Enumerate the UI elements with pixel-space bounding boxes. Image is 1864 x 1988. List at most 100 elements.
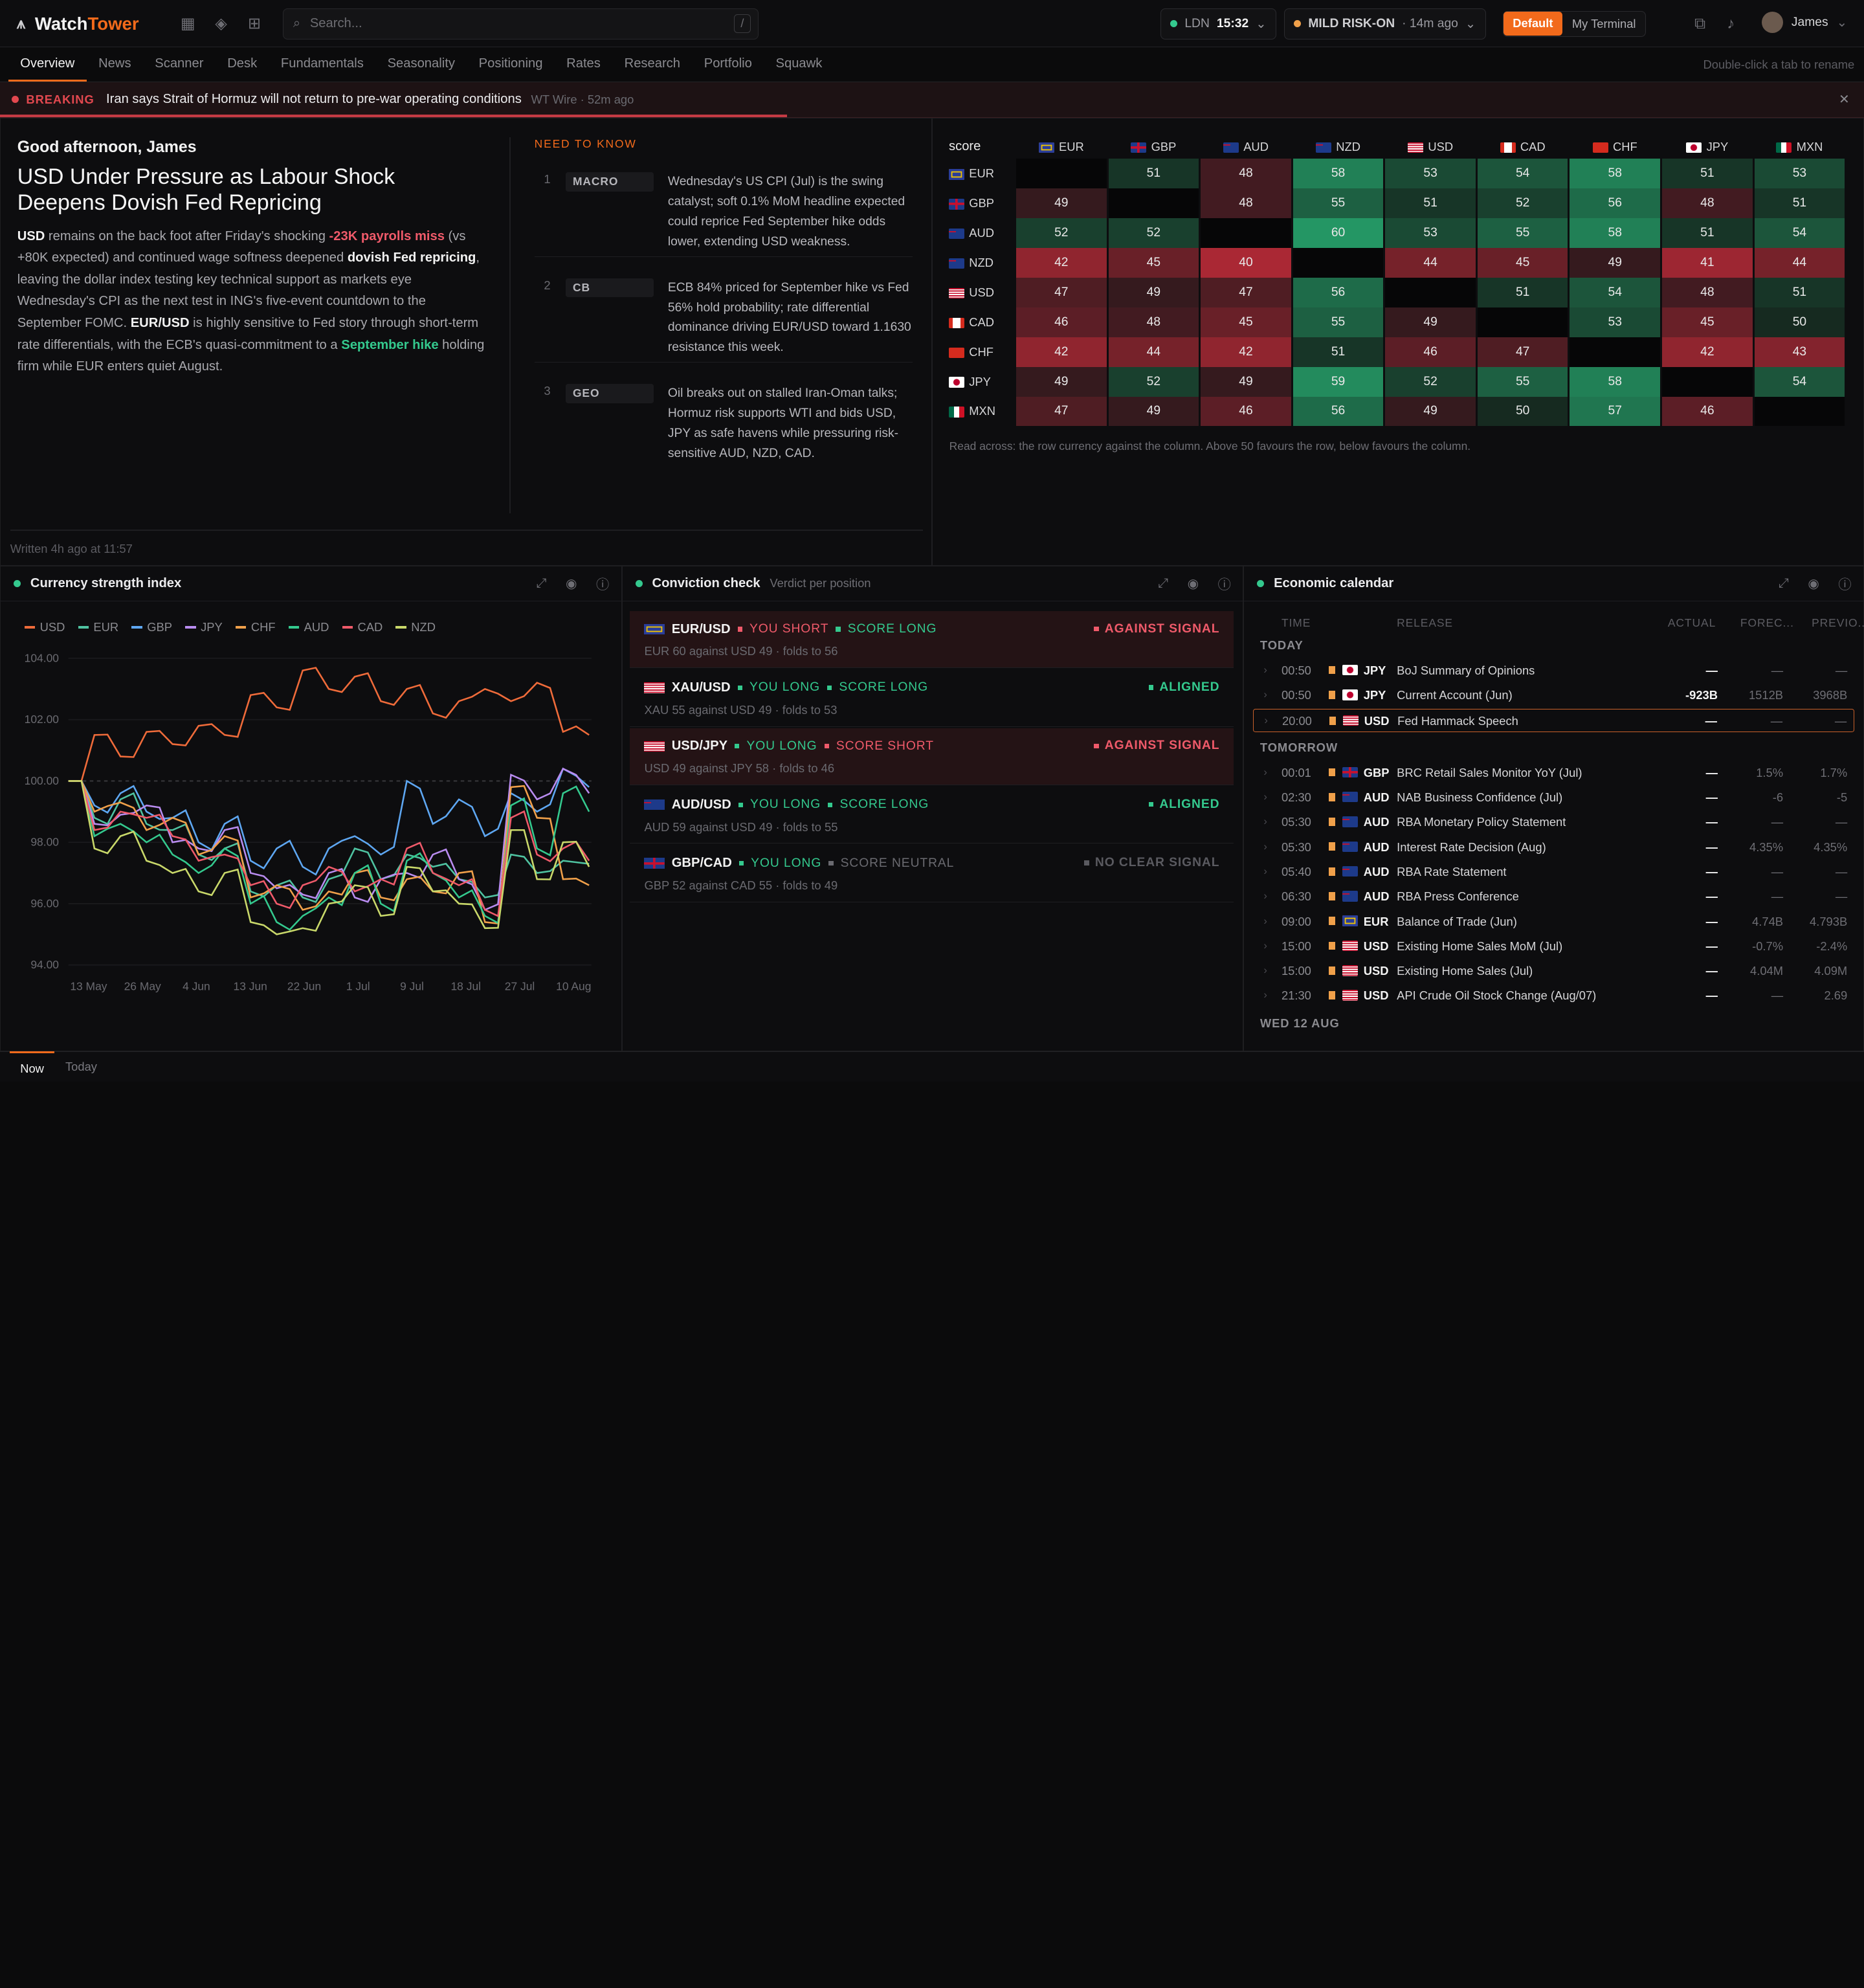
heatmap-cell[interactable]: 47 [1016, 396, 1107, 427]
expand-icon[interactable]: ⤢ [1158, 575, 1169, 590]
heatmap-cell[interactable]: 48 [1201, 159, 1291, 189]
expand-icon[interactable]: ⤢ [536, 575, 547, 590]
heatmap-cell[interactable]: 45 [1662, 307, 1753, 337]
calendar-row[interactable]: › 02:30 AUD NAB Business Confidence (Jul) — -… [1253, 786, 1854, 810]
heatmap-cell[interactable]: 52 [1385, 366, 1476, 397]
add-panel-icon[interactable]: ⊞ [248, 15, 261, 33]
heatmap-cell[interactable]: 49 [1016, 366, 1107, 397]
heatmap-cell[interactable]: 46 [1385, 337, 1476, 367]
legend-item[interactable]: USD [24, 620, 65, 634]
calendar-row[interactable]: › 15:00 USD Existing Home Sales (Jul) — 4.04M… [1253, 959, 1854, 983]
heatmap-cell[interactable]: 60 [1293, 218, 1384, 248]
heatmap-cell[interactable]: 53 [1385, 218, 1476, 248]
help-icon[interactable]: ⓘ [1838, 577, 1852, 592]
help-icon[interactable]: ⓘ [596, 577, 610, 592]
connections-icon[interactable]: ⧉ [1694, 15, 1705, 33]
heatmap-cell[interactable]: 51 [1108, 159, 1199, 189]
heatmap-cell[interactable]: 50 [1477, 396, 1568, 427]
heatmap-cell[interactable]: 52 [1108, 366, 1199, 397]
heatmap-cell[interactable]: 56 [1293, 277, 1384, 307]
column-header[interactable]: FOREC... [1740, 616, 1794, 629]
heatmap-cell[interactable]: 43 [1754, 337, 1845, 367]
camera-icon[interactable]: ◉ [1187, 576, 1199, 591]
expand-icon[interactable]: ⤢ [1778, 575, 1789, 590]
heatmap-cell[interactable]: 49 [1201, 366, 1291, 397]
calendar-row[interactable]: › 05:40 AUD RBA Rate Statement — — — [1253, 860, 1854, 884]
legend-item[interactable]: EUR [78, 620, 118, 634]
tab-portfolio[interactable]: Portfolio [704, 56, 752, 71]
heatmap-cell[interactable]: 45 [1108, 247, 1199, 278]
heatmap-cell[interactable]: 55 [1293, 188, 1384, 219]
heatmap-cell[interactable]: 52 [1108, 218, 1199, 248]
heatmap-cell[interactable]: 45 [1201, 307, 1291, 337]
heatmap-cell[interactable]: 54 [1477, 159, 1568, 189]
heatmap-cell[interactable]: 50 [1754, 307, 1845, 337]
calendar-row[interactable]: › 00:01 GBP BRC Retail Sales Monitor YoY (J… [1253, 761, 1854, 785]
calendar-row[interactable]: › 05:30 AUD RBA Monetary Policy Statement — —… [1253, 810, 1854, 834]
footer-tab-today[interactable]: Today [65, 1060, 97, 1074]
legend-item[interactable]: JPY [185, 620, 223, 634]
heatmap-cell[interactable] [1754, 396, 1845, 427]
heatmap-cell[interactable]: 41 [1662, 247, 1753, 278]
heatmap-cell[interactable] [1385, 277, 1476, 307]
risk-selector[interactable]: MILD RISK-ON · 14m ago ⌄ [1283, 8, 1486, 39]
column-header[interactable]: RELEASE [1397, 616, 1453, 629]
heatmap-cell[interactable]: 48 [1662, 277, 1753, 307]
conviction-row[interactable]: EUR/USD YOU SHORT SCORE LONG AGAINST SIGNAL… [630, 611, 1234, 669]
tab-positioning[interactable]: Positioning [478, 56, 543, 71]
column-header[interactable]: ACTUAL [1667, 616, 1716, 629]
layout-default-button[interactable]: Default [1503, 12, 1563, 36]
heatmap-cell[interactable]: 44 [1385, 247, 1476, 278]
calendar-row[interactable]: › 21:30 USD API Crude Oil Stock Change (Aug… [1253, 984, 1854, 1008]
tab-scanner[interactable]: Scanner [155, 56, 204, 71]
heatmap-cell[interactable]: 55 [1477, 218, 1568, 248]
calendar-row[interactable]: › 00:50 JPY BoJ Summary of Opinions — — — [1253, 659, 1854, 683]
camera-icon[interactable]: ◉ [566, 576, 577, 591]
tab-rates[interactable]: Rates [566, 56, 601, 71]
heatmap-cell[interactable]: 48 [1662, 188, 1753, 219]
legend-item[interactable]: CHF [235, 620, 276, 634]
heatmap-cell[interactable]: 51 [1385, 188, 1476, 219]
heatmap-cell[interactable]: 54 [1754, 218, 1845, 248]
heatmap-cell[interactable]: 58 [1570, 218, 1661, 248]
heatmap-cell[interactable]: 42 [1201, 337, 1291, 367]
heatmap-cell[interactable]: 46 [1201, 396, 1291, 427]
heatmap-cell[interactable] [1108, 188, 1199, 219]
heatmap-cell[interactable]: 47 [1477, 337, 1568, 367]
conviction-row[interactable]: GBP/CAD YOU LONG SCORE NEUTRAL NO CLEAR SIG… [630, 845, 1234, 902]
search-input[interactable]: ⌕ Search... / [283, 8, 759, 39]
tab-news[interactable]: News [98, 56, 131, 71]
heatmap-cell[interactable]: 56 [1570, 188, 1661, 219]
tab-research[interactable]: Research [624, 56, 681, 71]
tab-squawk[interactable]: Squawk [775, 56, 823, 71]
user-menu[interactable]: James ⌄ [1761, 12, 1847, 34]
heatmap-cell[interactable]: 55 [1477, 366, 1568, 397]
need-to-know-item[interactable]: 3 GEO Oil breaks out on stalled Iran-Oman … [535, 363, 913, 469]
column-header[interactable]: TIME [1281, 616, 1311, 629]
heatmap-cell[interactable]: 48 [1108, 307, 1199, 337]
layers-icon[interactable]: ◈ [215, 15, 227, 33]
need-to-know-item[interactable]: 1 MACRO Wednesday's US CPI (Jul) is the sw… [534, 151, 913, 257]
legend-item[interactable]: CAD [342, 620, 383, 634]
heatmap-cell[interactable]: 49 [1108, 277, 1199, 307]
heatmap-cell[interactable]: 51 [1754, 188, 1845, 219]
heatmap-cell[interactable]: 57 [1570, 396, 1661, 427]
heatmap-cell[interactable]: 49 [1385, 396, 1476, 427]
heatmap-cell[interactable]: 51 [1477, 277, 1568, 307]
heatmap-cell[interactable]: 58 [1293, 159, 1384, 189]
calendar-row[interactable]: › 05:30 AUD Interest Rate Decision (Aug) — 4.… [1253, 835, 1854, 859]
heatmap-cell[interactable]: 51 [1754, 277, 1845, 307]
bell-icon[interactable]: ♪ [1727, 15, 1735, 33]
heatmap-cell[interactable]: 54 [1570, 277, 1661, 307]
heatmap-cell[interactable]: 49 [1108, 396, 1199, 427]
heatmap-cell[interactable]: 55 [1293, 307, 1384, 337]
heatmap-cell[interactable]: 54 [1754, 366, 1845, 397]
calendar-row[interactable]: › 00:50 JPY Current Account (Jun) -923B 1512B… [1253, 684, 1854, 708]
heatmap-cell[interactable] [1570, 337, 1661, 367]
conviction-row[interactable]: USD/JPY YOU LONG SCORE SHORT AGAINST SIGNAL… [630, 728, 1234, 785]
heatmap-cell[interactable]: 53 [1570, 307, 1661, 337]
heatmap-cell[interactable]: 47 [1016, 277, 1107, 307]
tab-fundamentals[interactable]: Fundamentals [280, 56, 364, 71]
heatmap-cell[interactable]: 42 [1662, 337, 1753, 367]
heatmap-cell[interactable] [1662, 366, 1753, 397]
